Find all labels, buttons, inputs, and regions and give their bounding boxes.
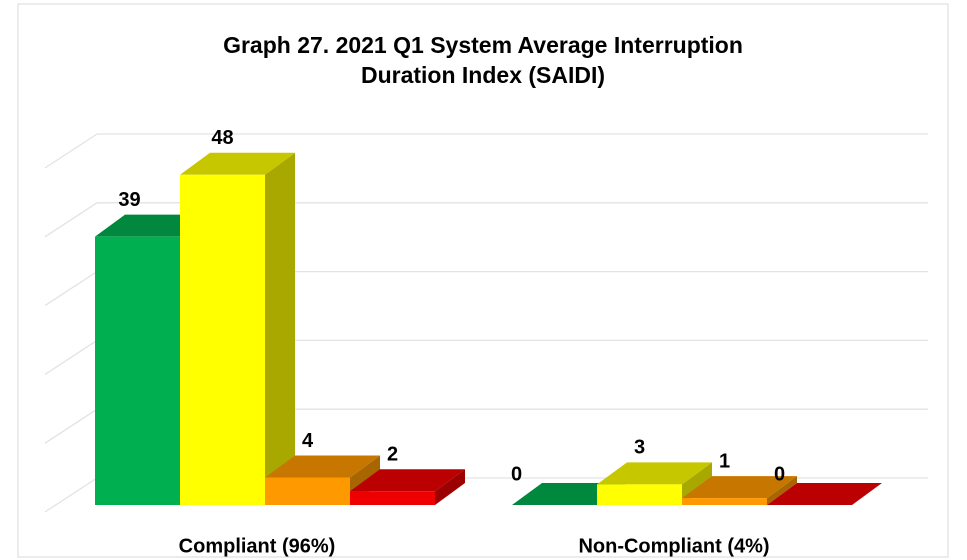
bar — [350, 491, 435, 505]
bar — [682, 498, 767, 505]
data-label: 0 — [774, 463, 785, 485]
data-label: 2 — [387, 444, 398, 466]
data-label: 1 — [719, 450, 730, 472]
bar-top — [597, 462, 712, 485]
grid-line — [44, 202, 928, 238]
chart-title: Graph 27. 2021 Q1 System Average Interru… — [223, 32, 743, 58]
bar-top — [180, 152, 295, 175]
data-label: 48 — [211, 127, 233, 149]
bar-top — [767, 483, 882, 505]
x-tick-label: Compliant (96%) — [179, 535, 336, 557]
bar — [180, 174, 265, 505]
bar-side — [435, 469, 465, 505]
bar-top — [350, 469, 465, 492]
data-label: 39 — [118, 189, 140, 211]
bar — [597, 484, 682, 505]
grid-line — [44, 133, 928, 169]
bar-top — [682, 476, 797, 499]
bar — [265, 477, 350, 505]
bar — [95, 236, 180, 505]
chart-title: Duration Index (SAIDI) — [361, 62, 605, 88]
bar-side — [767, 476, 797, 505]
data-label: 3 — [634, 437, 645, 459]
data-label: 4 — [302, 430, 314, 452]
data-label: 0 — [511, 463, 522, 485]
bar-side — [265, 152, 295, 505]
x-tick-label: Non-Compliant (4%) — [578, 535, 769, 557]
bar-top — [265, 455, 380, 478]
